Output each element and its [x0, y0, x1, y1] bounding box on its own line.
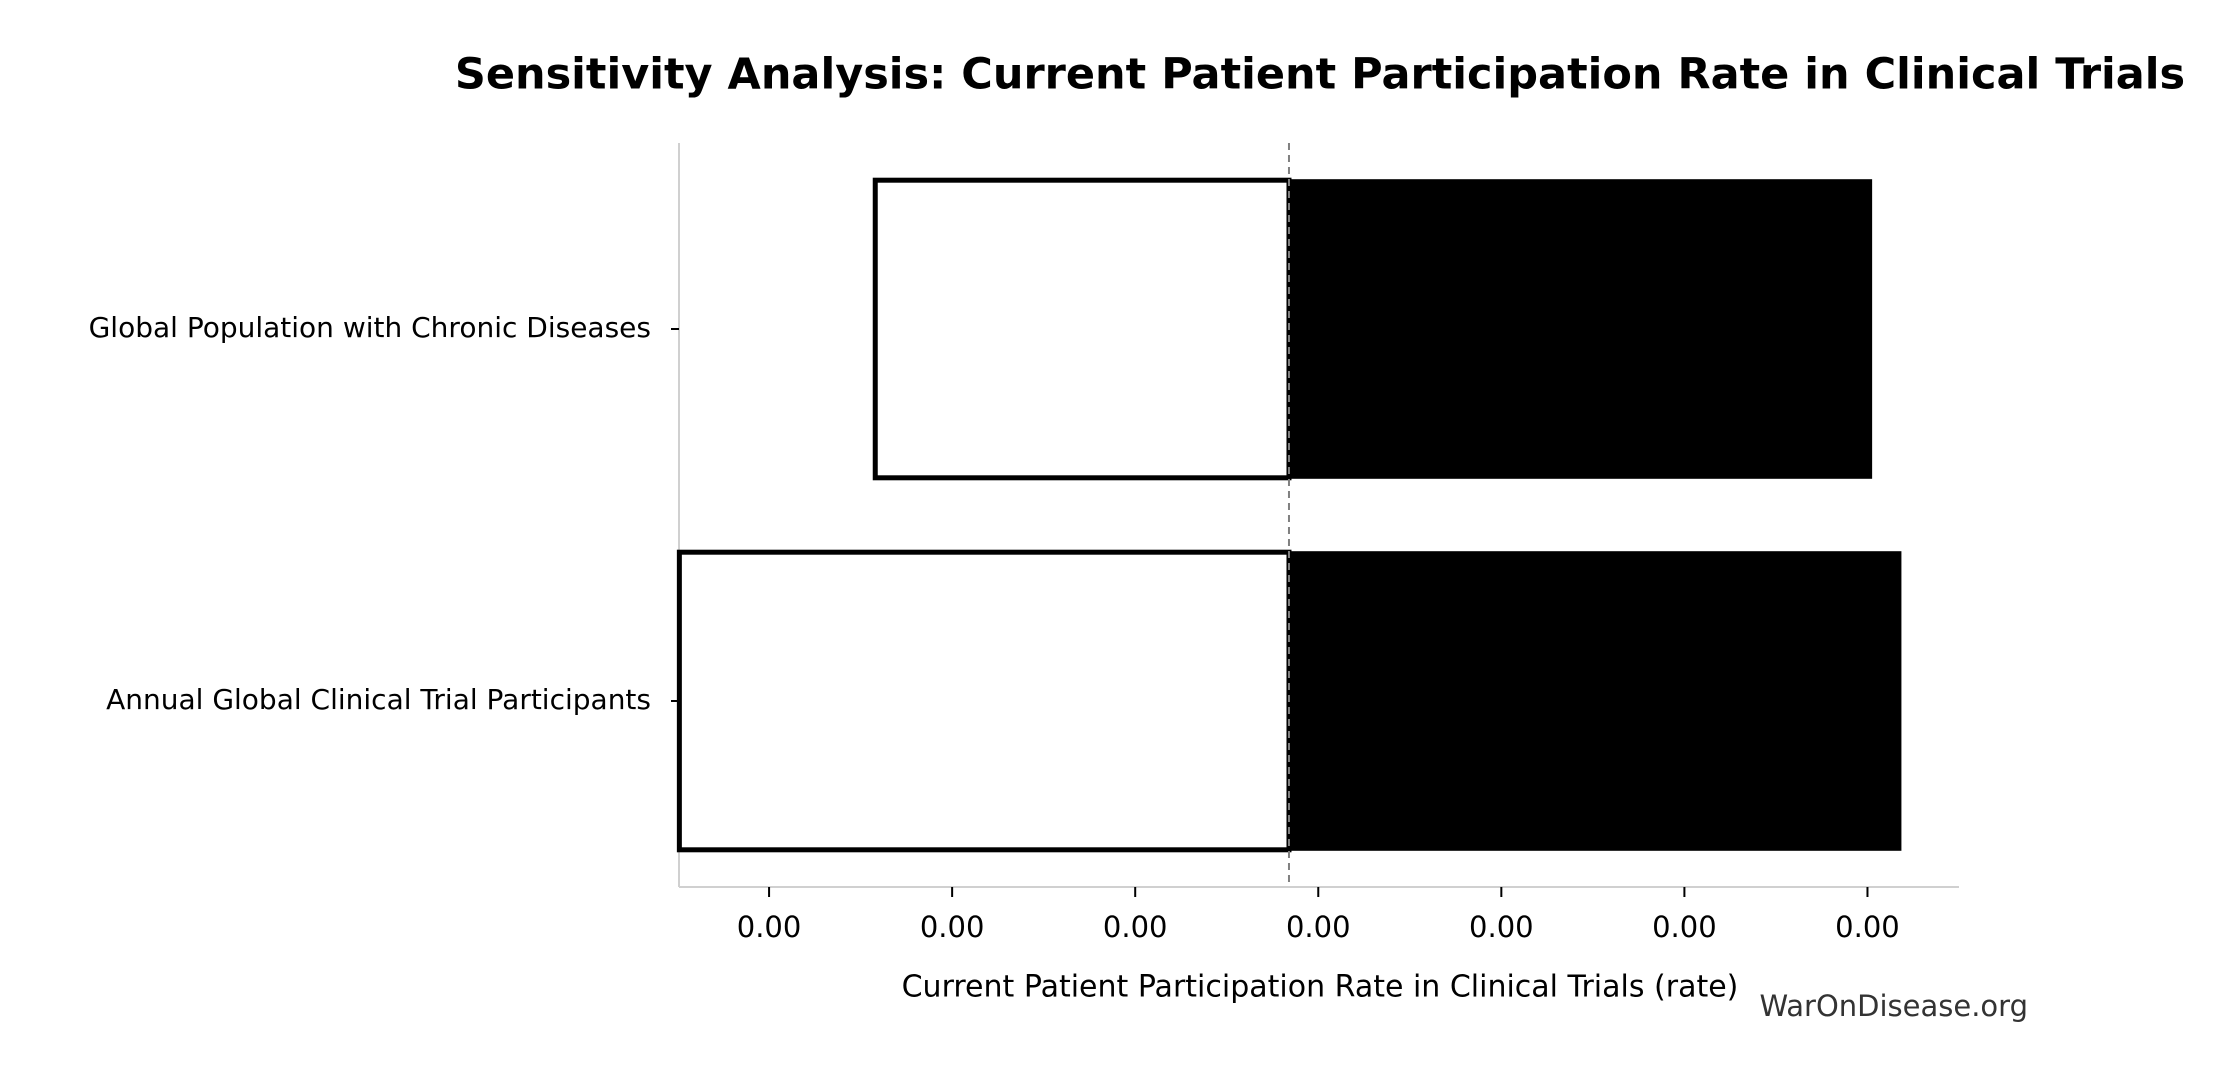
- low-bar: [676, 549, 1292, 853]
- x-tick-label: 0.00: [737, 910, 802, 944]
- x-tick-label: 0.00: [1835, 910, 1900, 944]
- x-axis-label: Current Patient Participation Rate in Cl…: [902, 970, 1739, 1005]
- y-tick-label: Annual Global Clinical Trial Participant…: [106, 683, 651, 716]
- low-bar: [872, 177, 1292, 481]
- x-tick-label: 0.00: [1652, 910, 1717, 944]
- watermark: WarOnDisease.org: [1759, 989, 2028, 1023]
- high-bar: [1287, 551, 1902, 851]
- x-tick-label: 0.00: [1469, 910, 1534, 944]
- chart-title: Sensitivity Analysis: Current Patient Pa…: [455, 50, 2185, 100]
- y-tick-label: Global Population with Chronic Diseases: [89, 311, 651, 344]
- x-tick-label: 0.00: [1103, 910, 1168, 944]
- x-tick-label: 0.00: [920, 910, 985, 944]
- high-bar: [1287, 179, 1873, 479]
- x-tick-label: 0.00: [1286, 910, 1351, 944]
